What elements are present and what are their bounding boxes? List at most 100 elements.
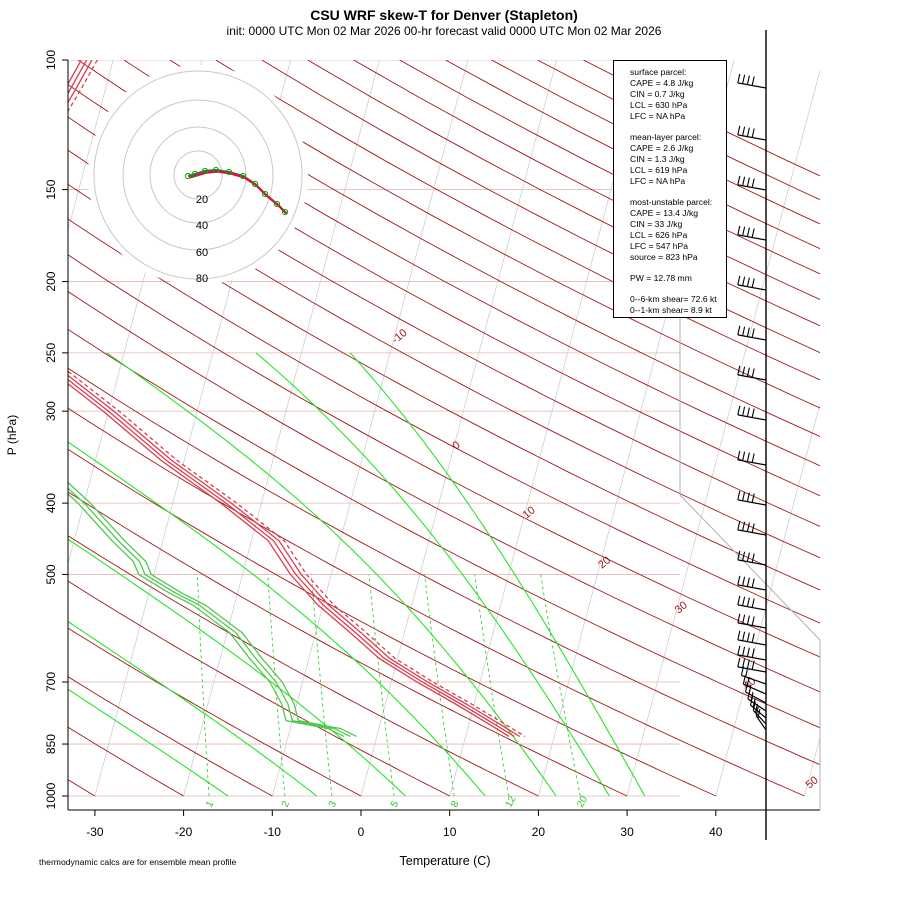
- mixing-ratio-line: [474, 574, 509, 797]
- moist-adiabat: [68, 688, 229, 797]
- x-tick-label: 40: [709, 825, 723, 839]
- y-tick-label: 400: [44, 493, 58, 513]
- wind-barb-flag: [737, 595, 741, 605]
- dry-adiabat: [68, 183, 820, 591]
- wind-barb-shaft: [737, 134, 767, 141]
- surface-lfc: LFC = NA hPa: [630, 110, 686, 121]
- dry-adiabat: [68, 84, 820, 497]
- wind-barb-flag: [742, 576, 746, 586]
- wind-barb-flag: [751, 178, 755, 188]
- mixing-ratio-label: 5: [389, 799, 402, 809]
- wind-barb-flag: [737, 630, 741, 640]
- mixing-ratio-label: 3: [327, 799, 340, 809]
- y-tick-label: 150: [44, 179, 58, 199]
- dry-adiabat: [68, 291, 820, 693]
- hodograph-ring-label: 40: [196, 220, 208, 232]
- moist-adiabat: [68, 538, 406, 797]
- wind-barb-flag: [742, 646, 746, 656]
- hodograph-ring: [173, 150, 223, 200]
- dewpoint-profile: [68, 487, 351, 737]
- wind-barb-flag: [751, 228, 755, 238]
- dry-adiabat: [307, 60, 820, 327]
- dry-adiabat: [77, 60, 820, 467]
- wind-barb-shaft: [737, 374, 767, 381]
- wind-barb-shaft: [737, 82, 767, 89]
- wind-barb-flag: [746, 177, 750, 187]
- dry-adiabat: [169, 60, 820, 409]
- wind-barb-shaft: [737, 584, 767, 591]
- hodograph-ring-label: 60: [196, 247, 208, 259]
- chart-subtitle: init: 0000 UTC Mon 02 Mar 2026 00-hr for…: [226, 24, 662, 38]
- hodograph-ring-label: 20: [196, 194, 208, 206]
- wind-barb-shaft: [737, 414, 767, 421]
- wind-barb-flag: [740, 666, 744, 676]
- wind-barb-flag: [746, 615, 750, 625]
- hodograph-point: [281, 208, 289, 216]
- y-tick-label: 250: [44, 343, 58, 363]
- wind-barb-shaft: [737, 184, 767, 191]
- dry-adiabat: [68, 367, 820, 766]
- wind-barb-flag: [737, 550, 741, 560]
- wind-barb-shaft: [737, 654, 767, 661]
- wind-barb-flag: [747, 689, 751, 700]
- wind-barb-flag: [742, 74, 746, 84]
- wind-barb-shaft: [737, 559, 767, 566]
- x-tick-label: 30: [620, 825, 634, 839]
- mean-layer-lfc: LFC = NA hPa: [630, 175, 686, 186]
- dry-adiabat: [68, 149, 820, 559]
- wind-barb-flag: [742, 551, 746, 561]
- mixing-ratio-line: [196, 574, 210, 797]
- wind-barb-flag: [742, 226, 746, 236]
- x-tick-label: 20: [532, 825, 546, 839]
- wind-barb-flag: [742, 596, 746, 606]
- isotherm-line: [804, 736, 820, 797]
- hodograph-point: [212, 166, 220, 174]
- wind-barb-flag: [742, 366, 746, 376]
- wind-barb-flag: [737, 325, 741, 335]
- wind-barb-shaft: [737, 499, 767, 506]
- wind-barb-flag: [737, 125, 741, 135]
- dry-adiabat: [123, 60, 820, 437]
- x-tick-label: -20: [175, 825, 193, 839]
- dry-adiabat: [68, 328, 820, 729]
- wind-barb-flag: [742, 326, 746, 336]
- shear-0-1km: 0--1-km shear= 8.9 kt: [630, 305, 712, 316]
- moist-adiabat: [255, 352, 610, 797]
- wind-barb-shaft: [737, 284, 767, 291]
- wind-barb-shaft: [737, 666, 767, 673]
- hodograph-point: [261, 190, 269, 198]
- mixing-ratio-line: [267, 574, 286, 797]
- dewpoint-profile: [68, 481, 357, 737]
- y-tick-label: 1000: [44, 782, 58, 809]
- wind-barbs: [737, 73, 767, 731]
- hodograph-point: [191, 170, 199, 178]
- wind-barb-flag: [751, 660, 755, 670]
- hodograph-ring: [93, 70, 303, 280]
- mixing-ratio-line: [424, 574, 455, 797]
- mean-layer-parcel-group: mean-layer parcel: CAPE = 2.6 J/kg CIN =…: [630, 132, 726, 187]
- chart-title: CSU WRF skew-T for Denver (Stapleton): [310, 7, 578, 23]
- wind-barb-flag: [737, 365, 741, 375]
- wind-barb-flag: [751, 278, 755, 288]
- wind-barb-flag: [751, 523, 755, 533]
- most-unstable-lfc: LFC = 547 hPa: [630, 240, 689, 251]
- wind-barb-shaft: [737, 639, 767, 646]
- hodograph-point: [184, 172, 192, 180]
- mean-layer-heading: mean-layer parcel:: [630, 132, 702, 143]
- precipitable-water: PW = 12.78 mm: [630, 273, 692, 283]
- dry-adiabat: [68, 448, 716, 797]
- dry-adiabat: [68, 218, 820, 624]
- wind-barb-shaft: [737, 334, 767, 341]
- isotherm-line: [626, 69, 820, 797]
- wind-barb-flag: [751, 616, 755, 626]
- surface-lcl: LCL = 630 hPa: [630, 99, 688, 110]
- wind-barb-flag: [746, 632, 750, 642]
- y-tick-label: 300: [44, 401, 58, 421]
- hodograph-point: [251, 180, 259, 188]
- wind-barb-flag: [746, 522, 750, 532]
- isotherm-line: [183, 60, 380, 797]
- wind-barb-flag: [742, 675, 746, 685]
- x-tick-label: 10: [443, 825, 457, 839]
- surface-cin: CIN = 0.7 J/kg: [630, 88, 685, 99]
